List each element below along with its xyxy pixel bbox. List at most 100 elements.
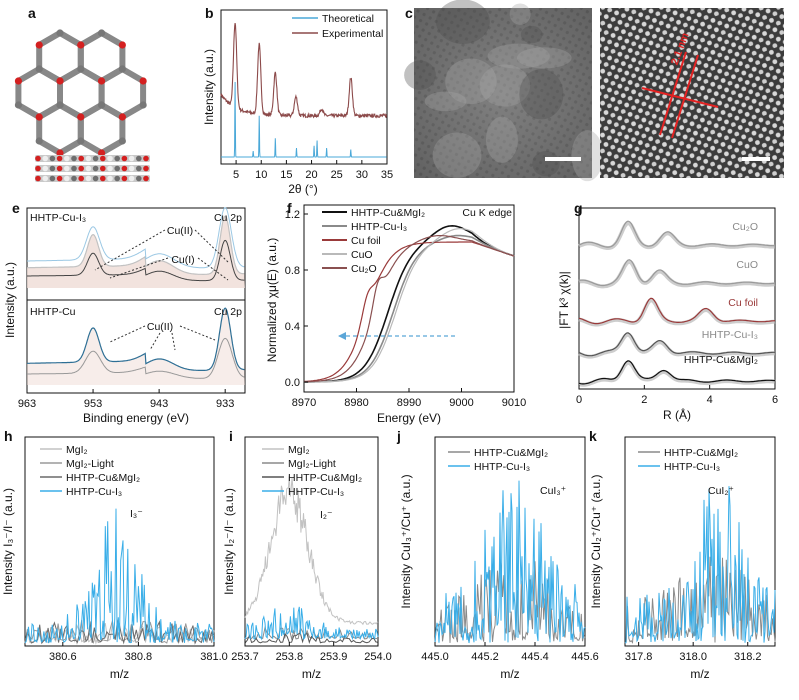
y-axis-label: Intensity CuI₂⁺/Cu⁺ (a.u.) bbox=[589, 474, 603, 608]
legend-label: Experimental bbox=[322, 28, 383, 40]
x-tick-label: 253.9 bbox=[320, 651, 348, 663]
cu-i-annotation: Cu(I) bbox=[171, 254, 194, 266]
x-tick-label: 8990 bbox=[397, 397, 421, 409]
panel-label-k: k bbox=[589, 428, 597, 444]
tem-particle bbox=[436, 0, 490, 44]
xanes-series bbox=[304, 234, 515, 383]
legend-label: MgI₂-Light bbox=[288, 458, 336, 470]
exafs-label: HHTP-Cu&MgI₂ bbox=[684, 354, 758, 366]
stack-atom bbox=[42, 175, 48, 182]
x-tick-label: 380.6 bbox=[49, 651, 77, 663]
legend-label: HHTP-Cu-I₃ bbox=[664, 461, 720, 473]
tem-particle bbox=[516, 47, 572, 69]
plot-frame bbox=[24, 436, 215, 647]
stack-atom bbox=[107, 165, 113, 172]
stack-atom bbox=[128, 165, 135, 172]
lattice-fringe-line bbox=[671, 54, 699, 139]
ms-series bbox=[434, 480, 586, 644]
stack-atom bbox=[56, 165, 63, 172]
lattice-fringe-line bbox=[659, 51, 687, 136]
stack-atom bbox=[49, 155, 56, 162]
x-tick-label: 445.0 bbox=[421, 651, 449, 663]
hexagon-ring bbox=[15, 65, 63, 121]
panel-label-j: j bbox=[396, 428, 401, 444]
stack-atom bbox=[143, 155, 149, 162]
legend-label: Cu foil bbox=[351, 235, 381, 247]
atom bbox=[97, 77, 106, 85]
atom bbox=[118, 113, 126, 121]
x-tick-label: 8980 bbox=[344, 397, 368, 409]
stack-atom bbox=[64, 155, 70, 162]
stack-atom bbox=[78, 175, 84, 182]
stack-atom bbox=[100, 175, 106, 182]
atom bbox=[139, 101, 147, 109]
legend-label: MgI₂ bbox=[288, 444, 310, 456]
sample-label-top: HHTP-Cu-I₃ bbox=[30, 212, 86, 224]
legend: MgI₂ MgI₂-Light HHTP-Cu&MgI₂ HHTP-Cu-I₃ bbox=[262, 444, 362, 498]
legend-label: HHTP-Cu-I₃ bbox=[351, 221, 407, 233]
legend-label: HHTP-Cu&MgI₂ bbox=[664, 447, 738, 459]
panel-label-i: i bbox=[229, 428, 233, 444]
panel-k-mass-spec: HHTP-Cu&MgI₂ HHTP-Cu-I₃ CuI₂⁺ 317.8 318.0 318… bbox=[589, 436, 776, 681]
exafs-fit bbox=[578, 297, 776, 325]
tem-particle bbox=[509, 3, 531, 25]
panel-f-xanes: 0.0 0.4 0.8 1.2 8970 8980 8990 9000 9010 Energy (… bbox=[265, 204, 526, 425]
stack-atom bbox=[100, 165, 106, 172]
x-axis-label: m/z bbox=[110, 667, 129, 681]
stack-atom bbox=[42, 165, 48, 172]
x-tick-label: 445.4 bbox=[521, 651, 549, 663]
annotation-leader bbox=[149, 332, 161, 351]
scale-bar bbox=[742, 157, 770, 161]
x-tick-label: 9000 bbox=[449, 397, 473, 409]
panel-b-pxrd: 5 10 15 20 25 30 35 2θ (°) Intensity (a.u.) Theor… bbox=[202, 9, 393, 196]
atom bbox=[77, 113, 85, 121]
x-axis-label: m/z bbox=[302, 667, 321, 681]
atom bbox=[118, 41, 126, 49]
x-tick-label: 318.0 bbox=[679, 651, 707, 663]
xanes-series bbox=[304, 224, 515, 383]
species-annotation: CuI₂⁺ bbox=[708, 485, 734, 497]
tem-particle bbox=[445, 58, 497, 105]
stack-atom bbox=[64, 175, 70, 182]
x-tick-label: 9010 bbox=[502, 397, 526, 409]
legend-label: MgI₂-Light bbox=[66, 458, 114, 470]
y-axis-label: Intensity (a.u.) bbox=[3, 262, 17, 338]
plot-frame bbox=[624, 436, 776, 647]
legend: HHTP-Cu&MgI₂ HHTP-Cu-I₃ bbox=[638, 447, 738, 473]
legend: HHTP-Cu&MgI₂ HHTP-Cu-I₃ bbox=[448, 447, 548, 473]
atom bbox=[97, 149, 106, 157]
panel-a-structure bbox=[14, 29, 150, 182]
stack-atom bbox=[85, 165, 92, 172]
x-tick-label: 381.0 bbox=[200, 651, 228, 663]
stack-atom bbox=[85, 155, 92, 162]
tem-particle bbox=[424, 91, 467, 112]
stack-atom bbox=[49, 175, 56, 182]
x-axis-label: m/z bbox=[690, 667, 709, 681]
xps-fill-top bbox=[27, 216, 245, 288]
cu2p-label-bottom: Cu 2p bbox=[214, 306, 242, 318]
cu2p-label-top: Cu 2p bbox=[214, 212, 242, 224]
tem-lattice bbox=[414, 8, 592, 178]
x-tick-label: 4 bbox=[707, 394, 713, 406]
xanes-series bbox=[303, 241, 515, 382]
panel-c-tem-image bbox=[404, 0, 604, 182]
ms-series bbox=[244, 606, 379, 641]
exafs-label: Cu₂O bbox=[732, 221, 758, 233]
stack-atom bbox=[92, 165, 99, 172]
stack-atom bbox=[107, 175, 113, 182]
stack-atom bbox=[85, 175, 92, 182]
exafs-data bbox=[578, 332, 775, 359]
legend-label: HHTP-Cu-I₃ bbox=[288, 486, 344, 498]
xps-envelope-bottom bbox=[27, 307, 245, 371]
tem-particle bbox=[532, 150, 560, 177]
tem-particle bbox=[487, 43, 550, 69]
y-axis-label: |FT k³ χ(k)| bbox=[557, 271, 571, 329]
x-tick-label: 5 bbox=[233, 169, 239, 181]
tem-particle bbox=[571, 130, 604, 182]
panel-j-mass-spec: HHTP-Cu&MgI₂ HHTP-Cu-I₃ CuI₃⁺ 445.0 445.2 445… bbox=[399, 436, 599, 681]
ms-series bbox=[24, 508, 215, 644]
y-axis-label: Normalized χμ(E) (a.u.) bbox=[265, 238, 279, 363]
plot-frame bbox=[303, 204, 515, 393]
x-axis-label: 2θ (°) bbox=[288, 182, 317, 196]
exafs-data bbox=[578, 259, 776, 289]
